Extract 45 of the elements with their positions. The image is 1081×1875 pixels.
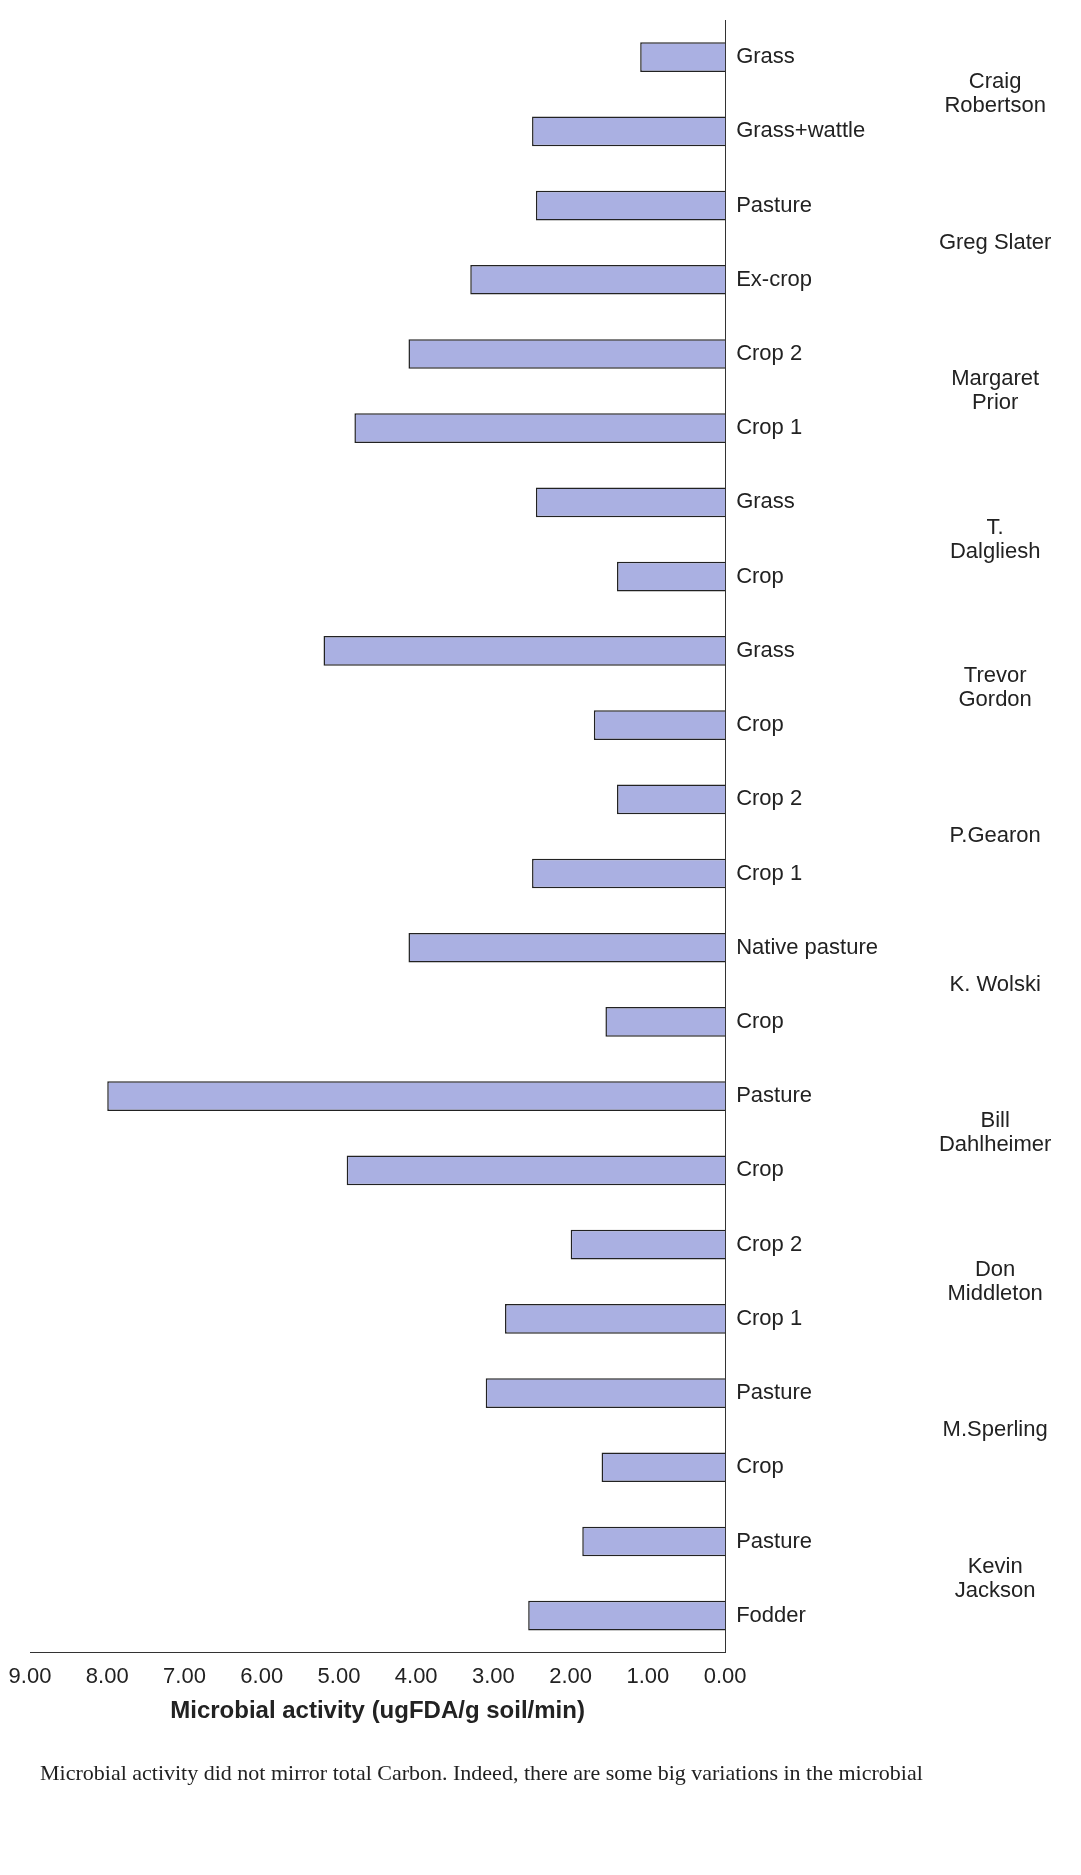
x-tick-label: 6.00 [240, 1663, 284, 1689]
y-tick-label: Fodder [736, 1601, 806, 1627]
text: Trevor Gordon [958, 662, 1032, 712]
y-tick-label: Grass [736, 636, 795, 662]
text: T. Dalgliesh [949, 513, 1041, 563]
y-tick-label: Crop 1 [736, 1304, 803, 1330]
text: Greg Slater [938, 228, 1052, 254]
x-tick-label: 5.00 [317, 1663, 361, 1689]
y-tick-label: Crop [736, 1008, 784, 1034]
y-tick-label: Pasture [736, 191, 812, 217]
y-tick-label: Pasture [736, 1379, 812, 1405]
text: M.Sperling [942, 1416, 1048, 1442]
text: K. Wolski [949, 970, 1041, 996]
text: Margaret Prior [951, 365, 1040, 415]
y-tick-label: Crop 2 [736, 340, 803, 366]
x-tick-label: 8.00 [85, 1663, 129, 1689]
x-tick-label: 2.00 [549, 1663, 593, 1689]
y-tick-label: Pasture [736, 1082, 812, 1108]
y-tick-label: Crop 1 [736, 859, 803, 885]
x-tick-label: 7.00 [163, 1663, 206, 1689]
text: Craig Robertson [944, 68, 1046, 118]
y-tick-label: Grass [736, 43, 795, 69]
x-axis-title: Microbial activity (ugFDA/g soil/min) [170, 1696, 585, 1724]
text: Kevin Jackson [954, 1552, 1036, 1602]
y-tick-label: Crop [736, 1453, 784, 1479]
y-tick-label: Ex-crop [736, 265, 812, 291]
y-tick-label: Crop 1 [736, 414, 803, 440]
x-tick-label: 3.00 [472, 1663, 515, 1689]
y-tick-label: Native pasture [736, 933, 879, 959]
y-tick-label: Crop [736, 1156, 784, 1182]
x-tick-label: 0.00 [703, 1663, 747, 1689]
text: Bill Dahlheimer [938, 1107, 1052, 1157]
x-tick-label: 4.00 [394, 1663, 438, 1689]
y-tick-label: Crop [736, 711, 784, 737]
y-tick-label: Crop 2 [736, 1230, 803, 1256]
y-tick-label: Pasture [736, 1527, 812, 1553]
text: Don Middleton [947, 1255, 1043, 1305]
y-tick-label: Grass [736, 488, 795, 514]
x-tick-label: 1.00 [626, 1663, 670, 1689]
text: P.Gearon [949, 822, 1041, 848]
y-tick-label: Grass+wattle [736, 117, 866, 143]
text: Microbial activity did not mirror total Carbon. Indeed, there are some big variations in the microbial [40, 1760, 924, 1786]
x-tick-label: 9.00 [8, 1663, 52, 1689]
y-tick-label: Crop [736, 562, 784, 588]
y-tick-label: Crop 2 [736, 785, 803, 811]
